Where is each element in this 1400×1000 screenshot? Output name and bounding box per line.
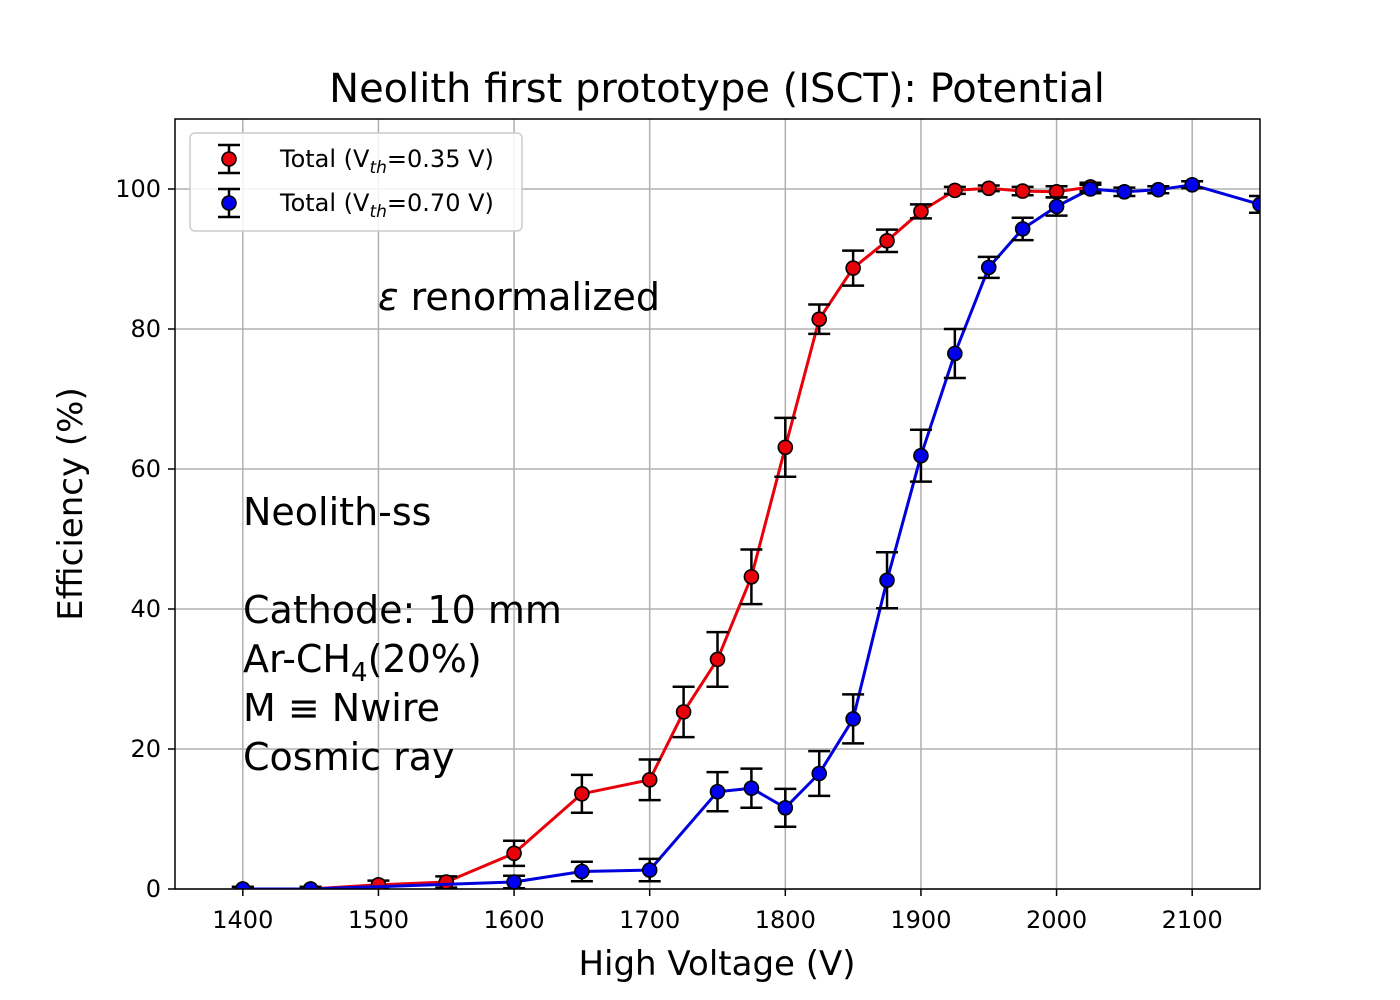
legend-box [189, 132, 523, 232]
data-point [980, 259, 997, 276]
data-point [913, 203, 929, 220]
data-point [506, 845, 522, 862]
data-point [879, 233, 895, 249]
data-point [709, 651, 726, 668]
legend-label: Total (Vth=0.35 V) [279, 145, 494, 178]
data-point [947, 182, 963, 199]
x-tick-label: 1400 [212, 906, 273, 934]
data-point [777, 439, 794, 456]
x-tick-label: 1700 [619, 906, 680, 934]
x-tick-label: 1600 [484, 906, 545, 934]
source-label: Cosmic ray [243, 735, 455, 779]
data-point [1014, 183, 1031, 199]
gas-prefix: Ar-CH [243, 637, 351, 681]
epsilon-symbol: ε [378, 275, 399, 319]
data-point [1150, 181, 1167, 198]
series-layer [231, 177, 1260, 889]
x-tick-label: 1800 [755, 906, 816, 934]
data-point [235, 881, 251, 889]
data-point [1252, 196, 1260, 213]
gas-suffix: (20%) [368, 637, 482, 681]
data-point [1116, 184, 1133, 200]
data-point [1014, 221, 1031, 237]
renormalized-text: renormalized [399, 275, 660, 319]
data-point [845, 260, 861, 276]
data-point [777, 799, 794, 816]
multiplicity-label: M ≡ Nwire [243, 686, 440, 730]
x-tick-label: 1900 [890, 906, 951, 934]
data-point [574, 863, 590, 880]
data-point [574, 785, 590, 802]
x-axis-label: High Voltage (V) [578, 944, 855, 984]
data-point [980, 180, 997, 197]
y-tick-label: 80 [130, 315, 161, 343]
data-point [438, 874, 455, 889]
data-point [641, 862, 658, 878]
y-tick-label: 100 [115, 175, 161, 203]
data-point [743, 780, 760, 797]
data-point [913, 447, 929, 464]
y-axis-label: Efficiency (%) [51, 387, 91, 620]
legend-entry-1: Total (Vth=0.35 V) [218, 143, 494, 178]
cathode-label: Cathode: 10 mm [243, 588, 562, 632]
data-point [709, 783, 726, 800]
y-tick-label: 40 [130, 595, 161, 623]
legend: Total (Vth=0.35 V) Total (Vth=0.70 V) [189, 132, 523, 232]
y-tick-label: 20 [130, 735, 161, 763]
data-point [1184, 177, 1200, 193]
conditions-block: Cathode: 10 mm Ar-CH4(20%) M ≡ Nwire Cos… [243, 588, 562, 779]
chart-title: Neolith first prototype (ISCT): Potentia… [329, 66, 1105, 112]
data-point [675, 704, 692, 720]
data-point [811, 765, 828, 782]
renormalized-note: ε renormalized [378, 275, 660, 319]
data-point [302, 881, 319, 889]
detector-label: Neolith-ss [243, 490, 431, 534]
legend-marker [221, 195, 237, 211]
data-point [845, 711, 861, 727]
legend-entry-2: Total (Vth=0.70 V) [218, 187, 494, 222]
series-2 [231, 177, 1260, 889]
tick-labels: 1400 1500 1600 1700 1800 1900 2000 2100 0 20 40 60 8… [115, 175, 1223, 934]
data-point [811, 311, 828, 328]
legend-marker [221, 151, 237, 167]
x-tick-label: 2100 [1162, 906, 1223, 934]
data-point [947, 345, 963, 362]
x-tick-label: 1500 [348, 906, 409, 934]
gas-subscript: 4 [351, 658, 368, 688]
y-tick-label: 0 [146, 875, 161, 903]
data-point [1082, 181, 1099, 197]
plot-frame [174, 118, 1261, 890]
data-point [743, 568, 760, 585]
x-tick-label: 2000 [1026, 906, 1087, 934]
y-tick-label: 60 [130, 455, 161, 483]
data-point [641, 771, 658, 788]
legend-label: Total (Vth=0.70 V) [279, 189, 494, 222]
data-point [506, 874, 522, 889]
data-point [879, 572, 895, 589]
gas-label: Ar-CH4(20%) [243, 637, 482, 688]
data-point [1048, 198, 1065, 215]
